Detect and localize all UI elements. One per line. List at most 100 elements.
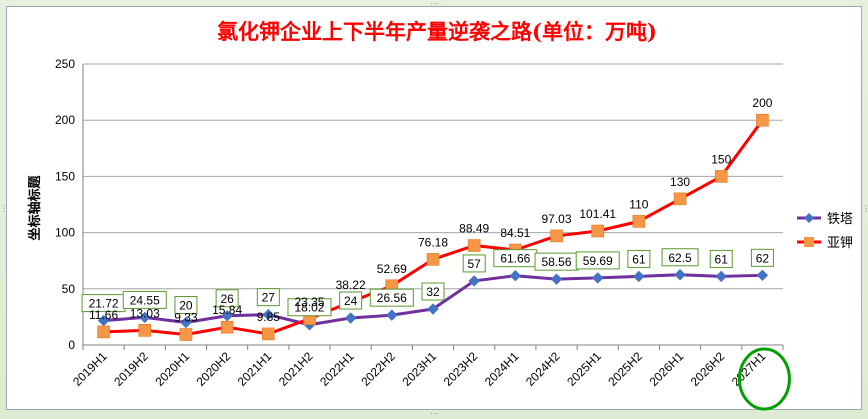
data-label-series-b: 200: [752, 96, 772, 110]
data-point-diamond: [139, 311, 151, 324]
y-tick-label: 50: [62, 282, 76, 296]
data-point-diamond: [633, 270, 645, 283]
data-label-series-b: 38.22: [336, 278, 366, 292]
data-label-series-a: 57: [467, 257, 481, 271]
x-tick-label: 2026H1: [647, 349, 687, 389]
data-label-series-b: 9.33: [174, 311, 198, 325]
series-line-b: [103, 119, 764, 337]
legend-label: 铁塔: [827, 212, 853, 227]
annotation-circle: [737, 347, 791, 411]
x-tick-label: 2020H2: [194, 349, 234, 389]
data-label-series-a: 59.69: [583, 254, 613, 268]
legend-marker: [804, 237, 814, 247]
data-label-box: [287, 298, 332, 317]
data-point-diamond: [509, 269, 522, 282]
data-label-series-b: 13.03: [130, 306, 160, 320]
data-point-square: [550, 229, 563, 243]
data-point-diamond: [550, 273, 563, 285]
data-point-square: [179, 328, 193, 341]
data-point-diamond: [715, 270, 727, 283]
data-point-square: [426, 253, 440, 266]
data-label-series-a: 27: [262, 291, 276, 305]
data-label-series-a: 21.72: [89, 297, 119, 311]
data-label-box: [709, 249, 733, 268]
legend-label: 亚钾: [827, 236, 853, 251]
resize-handle-left[interactable]: ⋮: [0, 204, 8, 213]
data-point-square: [591, 224, 605, 238]
data-point-diamond: [468, 275, 480, 287]
y-axis-label: 坐标轴标题: [27, 175, 43, 241]
chart-title: 氯化钾企业上下半年产量逆袭之路(单位：万吨): [217, 19, 657, 44]
data-label-box: [462, 254, 486, 273]
data-point-square: [632, 215, 646, 228]
data-point-square: [756, 113, 769, 127]
y-tick-label: 250: [55, 57, 75, 71]
data-label-series-b: 150: [711, 152, 731, 166]
data-label-box: [575, 251, 620, 270]
chart-svg: 氯化钾企业上下半年产量逆袭之路(单位：万吨) 0 50 100 150 200 250 20…: [27, 19, 853, 411]
legend-marker: [804, 213, 814, 223]
data-label-box: [421, 282, 445, 301]
data-label-box: [369, 288, 414, 307]
x-tick-label: 2022H2: [358, 349, 398, 389]
x-tick-label: 2024H1: [482, 349, 522, 389]
x-tick-label: 2023H2: [441, 349, 481, 389]
data-label-box: [750, 248, 774, 267]
data-label-box: [661, 248, 699, 267]
resize-handle-bottom[interactable]: ⋯: [430, 409, 438, 418]
chart-area[interactable]: 氯化钾企业上下半年产量逆袭之路(单位：万吨) 0 50 100 150 200 250 20…: [6, 6, 862, 411]
x-tick-label: 2026H2: [688, 349, 728, 389]
resize-handle-right[interactable]: ⋮: [862, 204, 868, 213]
data-label-series-b: 52.69: [377, 262, 407, 276]
data-label-series-a: 24.55: [130, 293, 160, 307]
data-label-series-a: 62: [756, 251, 770, 265]
annotation: [737, 347, 791, 411]
x-tick-label: 2019H2: [111, 349, 151, 389]
x-tick-label: 2022H1: [317, 349, 357, 389]
x-tick-label: 2021H2: [276, 349, 316, 389]
data-label-series-b: 11.66: [89, 308, 118, 322]
data-label-series-b: 97.03: [542, 212, 572, 226]
y-tick-label: 100: [55, 226, 75, 240]
data-label-series-a: 62.5: [668, 251, 692, 265]
data-point-diamond: [180, 316, 192, 329]
data-label-box: [339, 291, 363, 310]
data-point-diamond: [262, 308, 275, 321]
data-label-series-a: 58.56: [542, 255, 572, 269]
data-label-series-b: 23.35: [294, 295, 324, 309]
data-label-series-b: 76.18: [418, 235, 448, 249]
data-label-box: [256, 288, 280, 307]
data-point-diamond: [591, 272, 604, 284]
x-tick-label: 2023H1: [399, 349, 439, 389]
x-tick-label: 2024H2: [523, 349, 563, 389]
data-label-series-b: 9.85: [257, 310, 281, 324]
y-tick-label: 150: [55, 169, 75, 183]
data-point-square: [97, 325, 110, 339]
data-label-series-b: 84.51: [500, 226, 530, 240]
data-label-series-a: 20: [179, 299, 193, 313]
data-label-series-a: 61: [632, 252, 646, 266]
data-point-square: [467, 239, 481, 252]
data-label-series-a: 26: [220, 292, 234, 306]
y-tick-label: 200: [55, 113, 75, 127]
data-point-square: [261, 327, 275, 341]
data-label-series-a: 61.66: [500, 252, 530, 266]
data-point-square: [714, 170, 728, 183]
resize-handle-top[interactable]: ⋯: [430, 0, 438, 8]
data-label-series-b: 88.49: [459, 222, 489, 236]
x-tick-label: 2020H1: [152, 349, 192, 389]
data-label-box: [122, 290, 167, 309]
data-label-box: [215, 289, 239, 308]
data-label-series-b: 101.41: [579, 207, 616, 221]
data-label-series-a: 61: [715, 252, 729, 266]
data-label-box: [174, 296, 198, 315]
data-point-diamond: [344, 312, 357, 324]
data-label-box: [627, 249, 651, 268]
x-tick-label: 2021H1: [235, 349, 275, 389]
data-point-diamond: [221, 310, 233, 322]
data-labels: 21.72 24.55 20 26 27 18.02 24 26.56 32 57 61.66 58.…: [81, 96, 774, 325]
data-point-square: [220, 320, 234, 334]
